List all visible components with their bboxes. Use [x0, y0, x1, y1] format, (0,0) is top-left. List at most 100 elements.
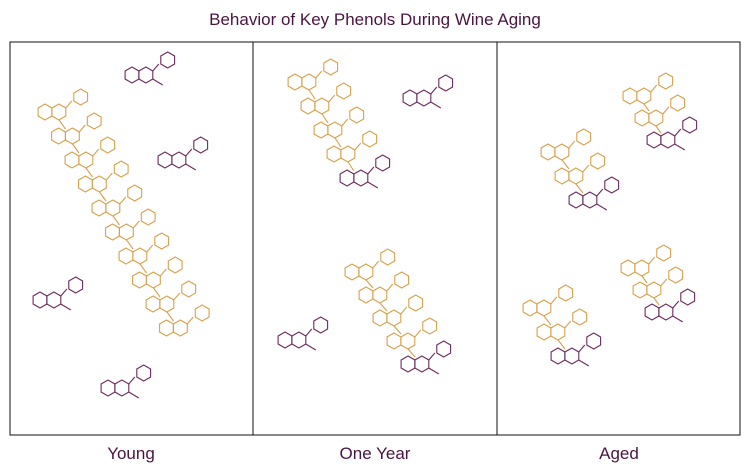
molecule-stroke: [315, 70, 323, 79]
molecule-stroke: [128, 391, 140, 399]
molecule-stroke: [408, 294, 424, 312]
molecule-stroke: [394, 271, 410, 289]
molecule-stroke: [185, 148, 193, 157]
molecule-stroke: [596, 188, 604, 197]
molecule-stroke: [668, 266, 684, 284]
molecule-stroke: [336, 82, 352, 100]
molecule-stroke: [641, 275, 648, 284]
molecule-stroke: [72, 143, 80, 154]
title: Behavior of Key Phenols During Wine Agin…: [209, 10, 541, 29]
molecule-stroke: [561, 159, 570, 170]
molecule-stroke: [543, 315, 552, 326]
molecule-stroke: [367, 181, 379, 189]
molecule-stroke: [113, 160, 129, 178]
molecule-stroke: [194, 304, 210, 322]
molecule-stroke: [393, 325, 402, 335]
molecule-stroke: [152, 63, 160, 72]
molecule-stroke: [564, 320, 572, 329]
molecule-stroke: [139, 263, 147, 274]
molecule-stroke: [136, 364, 152, 382]
molecule-stroke: [655, 125, 662, 134]
molecule-stroke: [650, 84, 658, 93]
molecule-stroke: [354, 142, 362, 151]
molecule-stroke: [582, 164, 590, 173]
molecule-stroke: [313, 316, 329, 334]
molecule-stroke: [375, 154, 391, 172]
molecule-stroke: [186, 316, 194, 325]
molecule-stroke: [58, 119, 66, 130]
molecule-stroke: [154, 232, 170, 250]
molecule-stroke: [365, 279, 374, 289]
molecule-stroke: [146, 244, 154, 253]
molecule-stroke: [78, 124, 86, 133]
molecule-stroke: [185, 163, 197, 171]
molecule-stroke: [379, 302, 388, 312]
molecule-stroke: [119, 196, 127, 205]
molecule-stroke: [428, 352, 436, 361]
molecule-stroke: [128, 376, 136, 385]
molecule-stroke: [660, 278, 668, 287]
molecule-stroke: [367, 166, 375, 175]
frame: [9, 41, 741, 436]
molecule-stroke: [568, 140, 576, 149]
molecule-stroke: [362, 130, 378, 148]
molecule-stroke: [400, 306, 408, 315]
molecule-stroke: [380, 248, 396, 266]
molecule-stroke: [430, 101, 442, 109]
molecule-stroke: [658, 72, 674, 90]
molecule-stroke: [438, 74, 454, 92]
molecule-stroke: [648, 256, 656, 265]
molecule-stroke: [65, 100, 73, 109]
molecule-stroke: [653, 297, 660, 306]
molecule-stroke: [428, 367, 440, 375]
molecule-stroke: [159, 268, 167, 277]
molecule-stroke: [105, 172, 113, 181]
molecule-stroke: [643, 103, 650, 112]
molecule-stroke: [181, 280, 197, 298]
molecule-stroke: [60, 288, 68, 297]
molecule-stroke: [153, 287, 161, 298]
molecule-stroke: [305, 343, 317, 351]
molecule-stroke: [575, 183, 584, 194]
molecule-stroke: [576, 128, 592, 146]
molecule-stroke: [132, 220, 140, 229]
molecule-stroke: [68, 276, 84, 294]
molecule-stroke: [127, 184, 143, 202]
molecule-stroke: [436, 340, 452, 358]
molecule-stroke: [308, 89, 316, 100]
molecule-stroke: [414, 329, 422, 338]
molecule-stroke: [73, 88, 89, 106]
molecule-stroke: [558, 284, 574, 302]
molecule-stroke: [596, 203, 608, 211]
molecule-stroke: [85, 167, 93, 178]
molecule-stroke: [173, 292, 181, 301]
molecule-stroke: [670, 94, 686, 112]
molecule-stroke: [682, 116, 698, 134]
molecule-stroke: [590, 152, 606, 170]
molecule-stroke: [140, 208, 156, 226]
molecule-stroke: [349, 106, 365, 124]
molecule-stroke: [99, 191, 107, 202]
molecule-stroke: [160, 51, 176, 69]
molecule-stroke: [386, 283, 394, 292]
molecule-stroke: [92, 148, 100, 157]
molecule-stroke: [557, 339, 566, 350]
molecule-stroke: [578, 359, 590, 367]
molecule-stroke: [126, 239, 134, 250]
molecule-stroke: [193, 136, 209, 154]
molecule-stroke: [305, 328, 313, 337]
molecule-stroke: [578, 344, 586, 353]
molecule-stroke: [167, 256, 183, 274]
molecule-stroke: [656, 244, 672, 262]
molecule-stroke: [674, 128, 682, 137]
molecule-stroke: [321, 113, 329, 124]
molecule-stroke: [152, 78, 164, 86]
molecule-stroke: [604, 176, 620, 194]
molecule-stroke: [112, 215, 120, 226]
molecule-stroke: [341, 118, 349, 127]
molecule-stroke: [674, 143, 686, 151]
molecule-stroke: [422, 317, 438, 335]
molecules: [32, 51, 698, 399]
molecule-stroke: [672, 300, 680, 309]
